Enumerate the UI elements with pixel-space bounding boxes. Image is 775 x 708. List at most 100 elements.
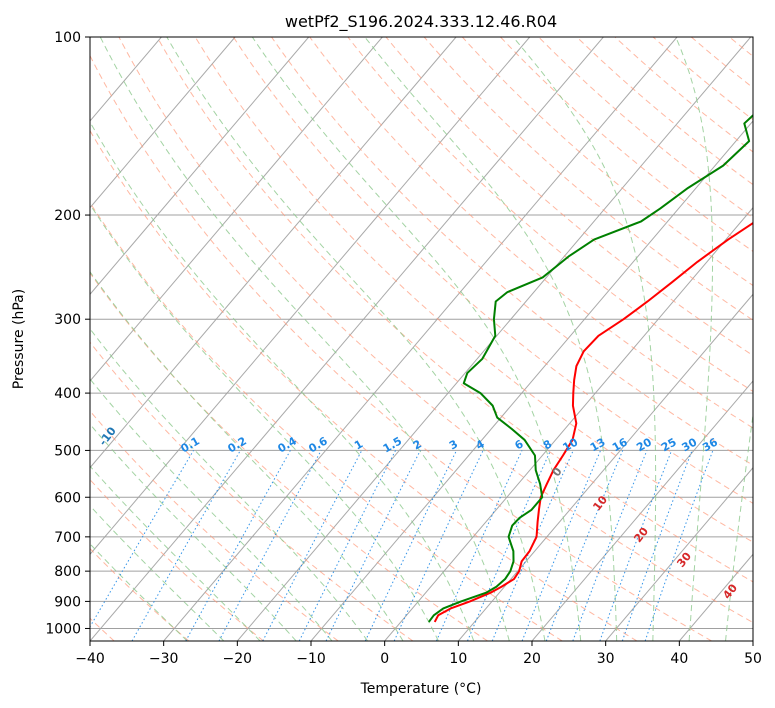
moist-adiabat-label: 40: [720, 581, 740, 601]
mixing-ratio-line: [325, 450, 421, 641]
isotherm-line: [90, 37, 236, 209]
dry-adiabat-line: [90, 129, 638, 641]
y-tick-label: 700: [54, 530, 81, 546]
mixing-ratio-line: [621, 450, 693, 641]
y-tick-label: 800: [54, 564, 81, 580]
dry-adiabat-line: [500, 37, 753, 252]
isotherm-line: [384, 206, 753, 641]
isotherm-line: [678, 553, 753, 641]
isotherm-line: [90, 37, 383, 382]
mixing-ratio-line: [545, 450, 624, 641]
dry-adiabat-line: [194, 37, 753, 543]
x-tick-label: 40: [670, 651, 688, 667]
mixing-ratio-line: [218, 450, 322, 641]
mixing-ratio-line: [262, 450, 363, 641]
dry-adiabat-line: [90, 54, 712, 641]
y-tick-label: 900: [54, 594, 81, 610]
mixing-ratio-label: 1.5: [381, 434, 404, 455]
dry-adiabat-line: [90, 478, 264, 641]
dry-adiabat-lines: [90, 37, 775, 641]
y-tick-label: 1000: [45, 621, 81, 637]
mixing-ratio-line: [298, 450, 396, 641]
mixing-ratio-line: [131, 450, 241, 641]
mixing-ratio-label: 0.1: [179, 434, 202, 455]
dry-adiabat-line: [156, 37, 753, 583]
dry-adiabat-line: [90, 341, 414, 641]
moist-adiabat-line: [90, 121, 475, 641]
mixing-ratio-line: [90, 450, 194, 628]
plot-frame: [89, 36, 754, 642]
moist-adiabat-lines: [90, 37, 753, 641]
x-tick-label: 10: [449, 651, 467, 667]
dry-adiabat-line: [90, 410, 339, 641]
isotherm-line: [457, 293, 753, 641]
mixing-ratio-label: 16: [610, 435, 630, 454]
x-tick-label: 20: [523, 651, 541, 667]
moist-adiabat-line: [90, 270, 404, 641]
dry-adiabat-line: [652, 37, 753, 121]
dry-adiabat-label: -20: [9, 389, 32, 413]
dry-adiabat-line: [385, 37, 753, 357]
x-tick-label: −20: [223, 651, 253, 667]
y-tick-label: 300: [54, 312, 81, 328]
moist-adiabat-label: 20: [631, 525, 651, 545]
isotherm-line: [531, 380, 753, 641]
chart-title: wetPf2_S196.2024.333.12.46.R04: [285, 12, 557, 32]
moist-adiabat-line: [675, 37, 714, 641]
dry-adiabat-line: [729, 37, 753, 57]
mixing-ratio-line: [435, 450, 523, 641]
temperature-profile: [433, 221, 753, 623]
mixing-ratio-line: [599, 450, 673, 641]
mixing-ratio-line: [572, 450, 648, 641]
moist-adiabat-line: [99, 37, 510, 641]
mixing-ratio-line: [467, 450, 551, 641]
mixing-ratio-label: 30: [680, 435, 700, 454]
moist-adiabat-line: [90, 378, 333, 641]
isotherm-line: [90, 37, 310, 296]
isotherm-line: [90, 37, 457, 469]
dry-adiabat-line: [538, 37, 753, 219]
isotherm-line: [752, 640, 753, 641]
line-labels: 0.10.20.40.611.52346810131620253036-100-…: [9, 389, 740, 601]
isotherm-line: [310, 120, 753, 641]
dry-adiabat-line: [690, 37, 753, 89]
dry-adiabat-line: [309, 37, 753, 429]
dewpoint-profile: [428, 114, 753, 623]
dry-adiabat-line: [461, 37, 753, 287]
isotherm-line: [163, 37, 678, 641]
moist-adiabat-line: [90, 423, 297, 641]
moist-adiabat-line: [90, 328, 368, 641]
dry-adiabat-line: [271, 37, 753, 466]
mixing-ratio-label: 0.2: [225, 434, 248, 455]
x-tick-label: 50: [744, 651, 762, 667]
isotherm-lines: [90, 37, 753, 641]
mixing-ratio-line: [521, 450, 602, 641]
moist-adiabat-line: [512, 37, 657, 641]
dry-adiabat-line: [118, 37, 753, 624]
moist-adiabat-line: [725, 411, 753, 641]
dry-adiabat-line: [347, 37, 753, 393]
y-axis-title: Pressure (hPa): [11, 289, 27, 389]
y-tick-label: 600: [54, 490, 81, 506]
moist-adiabat-line: [364, 37, 618, 641]
y-tick-label: 500: [54, 443, 81, 459]
x-tick-label: −10: [296, 651, 326, 667]
isotherm-line: [90, 37, 604, 641]
dry-adiabat-line: [614, 37, 753, 153]
moist-adiabat-line: [166, 37, 546, 641]
dry-adiabat-line: [90, 201, 563, 641]
dry-adiabat-line: [768, 37, 775, 641]
mixing-ratio-label: 25: [659, 435, 679, 454]
x-tick-label: −40: [75, 651, 105, 667]
isotherm-line: [90, 37, 531, 556]
x-axis-title: Temperature (°C): [360, 681, 482, 697]
moist-adiabat-label: 0: [550, 465, 565, 479]
mixing-ratio-lines: [90, 450, 714, 641]
mixing-ratio-line: [185, 450, 291, 641]
dry-adiabat-line: [232, 37, 753, 504]
mixing-ratio-label: 0.4: [275, 434, 299, 455]
x-tick-label: 30: [597, 651, 615, 667]
moist-adiabat-line: [251, 37, 582, 641]
y-tick-label: 400: [54, 386, 81, 402]
